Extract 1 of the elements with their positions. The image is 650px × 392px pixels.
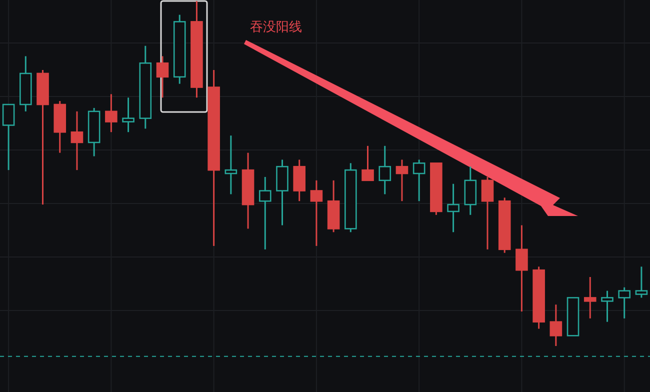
annotation: 吞没阳线: [250, 20, 302, 35]
